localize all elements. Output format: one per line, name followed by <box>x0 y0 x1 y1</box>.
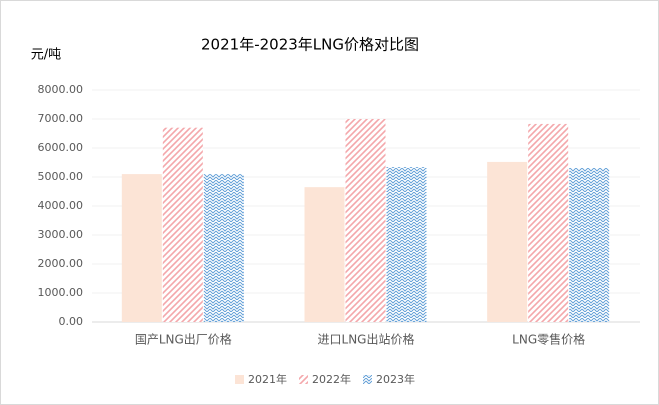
y-tick-label: 2000.00 <box>38 257 84 270</box>
y-axis-label: 元/吨 <box>31 48 61 63</box>
bar <box>345 119 386 322</box>
y-tick-label: 0.00 <box>59 315 84 328</box>
y-tick-label: 6000.00 <box>38 141 84 154</box>
bar <box>528 123 569 323</box>
y-tick-label: 3000.00 <box>38 228 84 241</box>
bar <box>386 167 427 322</box>
bar <box>121 174 162 322</box>
bar <box>304 187 345 322</box>
bar <box>162 127 203 322</box>
bar <box>487 161 528 322</box>
y-tick-label: 4000.00 <box>38 199 84 212</box>
legend-label: 2022年 <box>312 372 351 386</box>
x-tick-label: 国产LNG出厂价格 <box>135 332 232 347</box>
legend-label: 2021年 <box>248 372 287 386</box>
x-tick-label: 进口LNG出站价格 <box>318 332 415 347</box>
y-tick-label: 7000.00 <box>38 112 84 125</box>
bar <box>203 174 244 322</box>
y-tick-label: 1000.00 <box>38 286 84 299</box>
chart-title: 2021年-2023年LNG价格对比图 <box>201 36 419 54</box>
legend-label: 2023年 <box>376 372 415 386</box>
x-tick-label: LNG零售价格 <box>512 332 585 347</box>
legend-swatch <box>363 375 372 384</box>
y-tick-label: 8000.00 <box>38 83 84 96</box>
bar <box>569 168 610 322</box>
y-tick-label: 5000.00 <box>38 170 84 183</box>
legend-swatch <box>235 375 244 384</box>
legend-swatch <box>299 375 308 384</box>
